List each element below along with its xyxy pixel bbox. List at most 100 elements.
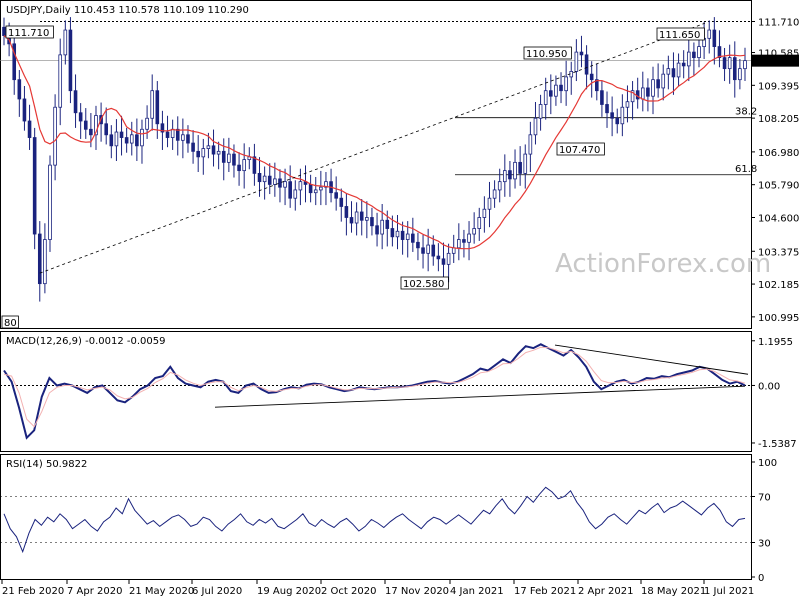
candle-body xyxy=(503,170,507,183)
candle-body xyxy=(523,153,528,174)
candle-body xyxy=(446,252,451,265)
candle-body xyxy=(308,184,313,194)
candle-body xyxy=(227,153,231,163)
candle-body xyxy=(114,131,119,147)
price-y-tick-label: 105.790 xyxy=(758,181,799,192)
candle-body xyxy=(681,62,686,67)
rsi-y-tick-label: 100 xyxy=(758,458,777,469)
candle-body xyxy=(48,164,52,240)
candle-body xyxy=(436,255,441,260)
candle-body xyxy=(477,217,482,229)
price-panel: USDJPY,Daily 110.453 110.578 110.109 110… xyxy=(0,0,799,329)
candle-body xyxy=(549,90,553,97)
candle-body xyxy=(620,106,625,125)
candle-body xyxy=(349,217,354,224)
candle-body xyxy=(707,29,712,39)
candle-body xyxy=(73,90,78,114)
candle-body xyxy=(559,84,563,92)
candle-body xyxy=(579,51,584,56)
candle-body xyxy=(508,170,512,180)
price-y-tick-label: 111.710 xyxy=(758,18,799,29)
candle-body xyxy=(206,145,211,149)
candle-body xyxy=(610,112,614,119)
candle-body xyxy=(135,134,139,147)
candle-body xyxy=(37,233,42,285)
candle-body xyxy=(140,128,144,147)
candle-body xyxy=(32,137,37,235)
candle-body xyxy=(262,175,267,183)
candle-body xyxy=(211,145,216,155)
candle-body xyxy=(451,247,456,254)
x-tick-label: 19 Aug 2020 xyxy=(257,586,321,597)
rsi-y-axis: 100 70 30 0 xyxy=(751,458,777,584)
candle-body xyxy=(457,239,461,249)
price-y-tick-label: 102.185 xyxy=(758,280,799,291)
candle-body xyxy=(497,181,502,191)
rsi-panel: RSI(14) 50.9822 100 70 30 0 xyxy=(0,454,777,584)
candle-body xyxy=(359,211,364,221)
candle-body xyxy=(53,106,57,166)
candle-body xyxy=(518,161,522,174)
price-y-tick-label: 106.980 xyxy=(758,148,799,159)
rsi-series xyxy=(0,486,751,554)
macd-y-axis: 1.1955 0.00 -1.5387 xyxy=(751,337,797,450)
candle-body xyxy=(405,233,410,240)
candle-body xyxy=(543,90,548,105)
candle-body xyxy=(385,219,390,229)
price-annotation-label: 102.580 xyxy=(403,279,444,290)
x-tick-label: 21 May 2020 xyxy=(129,586,194,597)
candle-body xyxy=(150,90,155,119)
price-annotation-label: 111.650 xyxy=(659,30,700,41)
candle-body xyxy=(242,159,246,172)
price-y-tick-label: 110.585 xyxy=(758,49,799,60)
candle-body xyxy=(43,239,47,285)
candle-body xyxy=(334,192,338,199)
current-price-tag xyxy=(751,54,799,67)
macd-panel: MACD(12,26,9) -0.0012 -0.0059 1.1955 0.00… xyxy=(0,331,797,452)
candle-body xyxy=(395,230,400,238)
rsi-y-tick-label: 0 xyxy=(758,573,764,584)
x-tick-label: 2 Apr 2021 xyxy=(578,586,633,597)
macd-y-tick-label: -1.5387 xyxy=(758,439,797,450)
candle-body xyxy=(574,51,579,72)
candle-body xyxy=(717,46,722,59)
candle-body xyxy=(186,134,190,144)
macd-y-tick-label: 0.00 xyxy=(758,381,780,392)
price-title: USDJPY,Daily 110.453 110.578 110.109 110… xyxy=(6,5,249,16)
candle-body xyxy=(170,128,175,138)
candle-body xyxy=(697,46,701,59)
candle-body xyxy=(145,117,149,130)
price-annotation-label: 107.470 xyxy=(559,145,600,156)
candle-body xyxy=(390,228,395,238)
price-annotation-label: 111.710 xyxy=(8,28,49,39)
candle-body xyxy=(319,186,323,191)
candle-body xyxy=(78,112,83,122)
fib-level-label: 38.2 xyxy=(735,107,757,118)
candle-body xyxy=(411,233,415,243)
candle-body xyxy=(727,57,732,70)
candle-body xyxy=(605,104,609,114)
price-panel-frame xyxy=(0,0,752,329)
candle-body xyxy=(119,131,124,138)
candle-body xyxy=(257,172,262,183)
price-y-tick-label: 103.375 xyxy=(758,247,799,258)
candle-body xyxy=(661,73,666,89)
candle-body xyxy=(339,197,344,207)
candle-body xyxy=(482,208,487,218)
candle-body xyxy=(181,134,185,141)
candle-body xyxy=(676,62,681,78)
rsi-y-tick-label: 70 xyxy=(758,493,771,504)
price-y-axis: 111.710 110.585 109.395 108.205 106.980 105.7… xyxy=(751,18,799,324)
x-tick-label: 17 Nov 2020 xyxy=(385,586,449,597)
candle-body xyxy=(124,137,129,144)
candle-body xyxy=(370,217,374,227)
candle-body xyxy=(201,148,206,158)
candle-body xyxy=(232,153,236,166)
candle-body xyxy=(375,225,379,235)
candle-body xyxy=(472,228,476,235)
price-annotation-box xyxy=(5,25,54,39)
candle-body xyxy=(533,117,538,136)
candle-body xyxy=(595,79,599,92)
x-tick-label: 7 Apr 2020 xyxy=(67,586,122,597)
